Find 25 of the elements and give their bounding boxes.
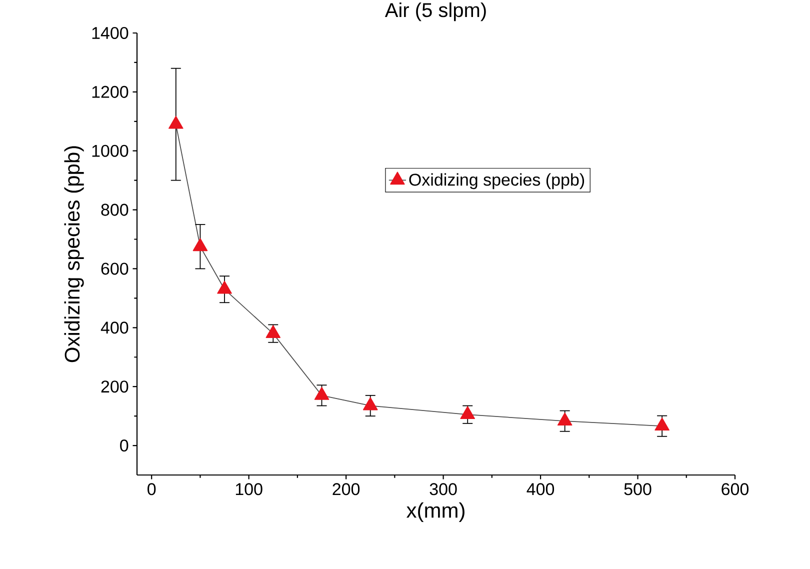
x-tick-label: 300 — [430, 483, 457, 496]
x-tick-label: 500 — [624, 483, 652, 496]
point — [654, 418, 670, 431]
point — [192, 238, 208, 252]
x-axis-title: x(mm) — [406, 502, 464, 522]
y-tick-label: 1000 — [92, 144, 128, 157]
y-tick-label: 1200 — [92, 86, 128, 98]
y-tick-label: 1400 — [92, 26, 128, 40]
y-tick-label: 800 — [101, 204, 128, 216]
point — [217, 280, 232, 294]
x-tick-label: 400 — [526, 483, 554, 496]
point — [362, 397, 378, 410]
x-tick-label: 100 — [236, 483, 262, 496]
y-axis-title: Oxidizing species (ppb) — [64, 146, 84, 362]
y-tick-label: 200 — [101, 380, 128, 393]
y-tick-label: 400 — [100, 322, 128, 334]
x-tick-label: 600 — [722, 483, 749, 496]
point — [557, 412, 572, 426]
y-tick-label: 0 — [120, 440, 128, 452]
x-tick-label: 200 — [332, 483, 360, 496]
x-tick-label: 0 — [148, 483, 156, 496]
y-tick-label: 600 — [101, 262, 128, 275]
point — [168, 116, 184, 129]
legend-label: Oxidizing species (ppb) — [409, 173, 584, 190]
chart-title: Air (5 slpm) — [384, 2, 486, 22]
